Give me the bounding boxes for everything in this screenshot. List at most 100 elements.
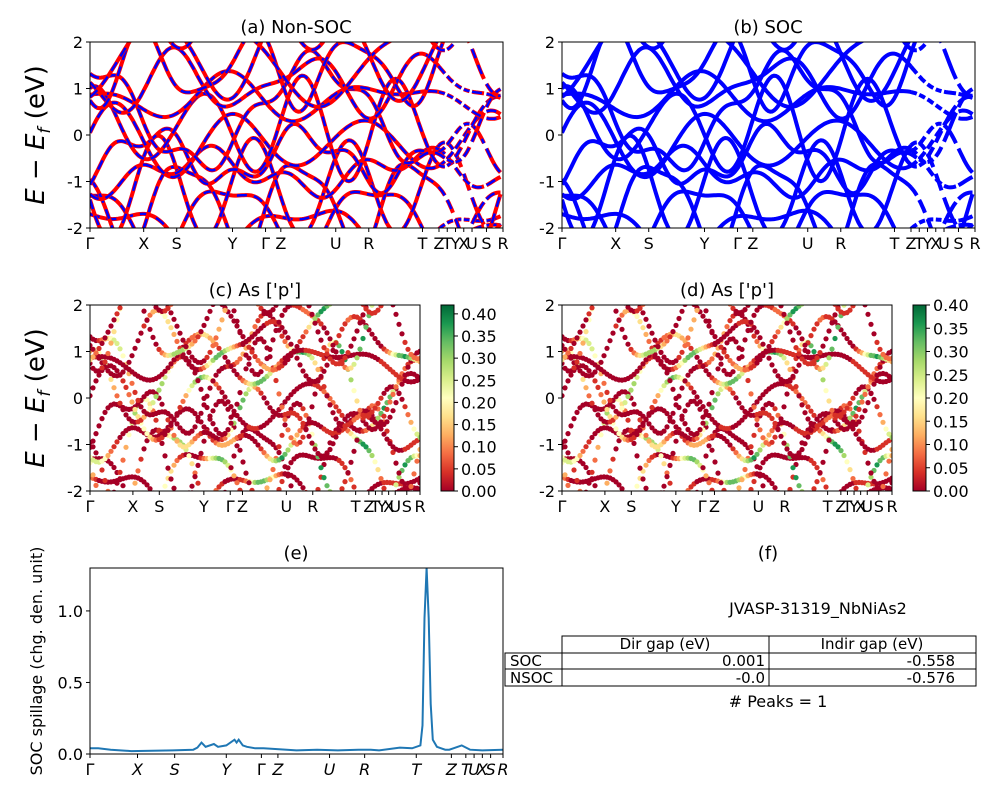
projection-point (279, 312, 285, 318)
projection-point (823, 336, 829, 342)
projection-point (571, 416, 577, 422)
projection-point (727, 318, 733, 324)
projection-point (775, 412, 781, 418)
projection-point (171, 485, 177, 491)
projection-point (772, 434, 778, 440)
projection-point (273, 327, 279, 334)
projection-point (297, 428, 303, 434)
projection-point (865, 460, 871, 466)
projection-point (330, 300, 335, 305)
projection-point (802, 300, 807, 305)
band-line (90, 162, 502, 228)
projection-point (117, 434, 123, 441)
projection-point (787, 377, 793, 383)
projection-point (751, 312, 757, 318)
projection-point (90, 342, 93, 349)
projection-point (595, 384, 601, 390)
projection-point (354, 398, 360, 404)
x-tick-label: Z (275, 234, 286, 253)
projection-point (375, 467, 381, 473)
projection-point (589, 469, 595, 475)
projection-point (315, 366, 321, 373)
projection-point (237, 405, 243, 411)
projection-point (880, 419, 886, 425)
projection-point (676, 354, 682, 360)
panel-c-colorbar-ticks: 0.00 0.05 0.10 0.15 0.20 0.25 0.30 0.35 0.40 (454, 305, 497, 501)
projection-point (673, 322, 679, 328)
projection-point (228, 465, 234, 471)
band-line (562, 69, 974, 124)
x-tick-label: Y (922, 234, 933, 253)
projection-point (417, 348, 420, 354)
projection-point (114, 340, 120, 347)
projection-point (288, 460, 294, 466)
projection-point (637, 365, 643, 371)
projection-point (276, 486, 282, 491)
projection-point (718, 344, 724, 350)
projection-point (312, 446, 318, 452)
projection-point (811, 326, 817, 332)
x-tick-label: S (481, 234, 491, 253)
projection-point (153, 417, 159, 423)
panel-d-scatter-points (562, 300, 892, 496)
projection-point (667, 418, 673, 424)
projection-point (375, 400, 381, 406)
projection-point (670, 386, 676, 392)
projection-point (168, 305, 174, 307)
projection-point (123, 444, 129, 450)
projection-point (847, 415, 853, 421)
projection-point (877, 489, 883, 491)
band-line (90, 42, 501, 113)
projection-point (640, 413, 646, 419)
projection-point (592, 457, 598, 463)
projection-point (715, 366, 721, 372)
projection-point (637, 427, 643, 433)
projection-point (808, 427, 814, 433)
projection-point (192, 470, 198, 476)
projection-point (297, 339, 303, 345)
projection-point (793, 325, 799, 331)
projection-point (706, 443, 712, 449)
projection-point (237, 390, 243, 396)
projection-point (171, 417, 177, 423)
y-tick-label: 2 (545, 33, 555, 52)
projection-point (192, 338, 198, 344)
projection-point (186, 453, 192, 459)
projection-point (799, 305, 805, 307)
projection-point (321, 325, 327, 331)
projection-point (162, 368, 168, 374)
x-tick-label: R (414, 497, 425, 516)
projection-point (399, 381, 405, 387)
projection-point (168, 361, 174, 367)
projection-point (652, 491, 657, 496)
projection-point (198, 491, 203, 496)
projection-point (111, 444, 117, 450)
projection-point (102, 456, 108, 462)
projection-point (354, 437, 360, 443)
projection-point (252, 438, 258, 444)
projection-point (327, 446, 333, 453)
projection-point (766, 355, 772, 361)
band-line (562, 121, 974, 196)
projection-point (622, 400, 628, 406)
projection-point (715, 339, 721, 345)
projection-point (165, 427, 171, 433)
projection-point (772, 334, 778, 340)
projection-point (562, 346, 568, 352)
projection-point (90, 354, 96, 360)
x-tick-label: R (779, 497, 790, 516)
projection-point (757, 335, 763, 341)
projection-point (859, 440, 865, 447)
projection-point (790, 373, 796, 379)
projection-point (736, 400, 742, 406)
projection-point (856, 436, 862, 442)
projection-point (354, 355, 360, 361)
projection-point (360, 305, 366, 307)
projection-point (195, 492, 200, 497)
projection-point (321, 345, 327, 351)
projection-point (700, 363, 706, 369)
projection-point (402, 339, 408, 345)
projection-point (123, 412, 129, 418)
